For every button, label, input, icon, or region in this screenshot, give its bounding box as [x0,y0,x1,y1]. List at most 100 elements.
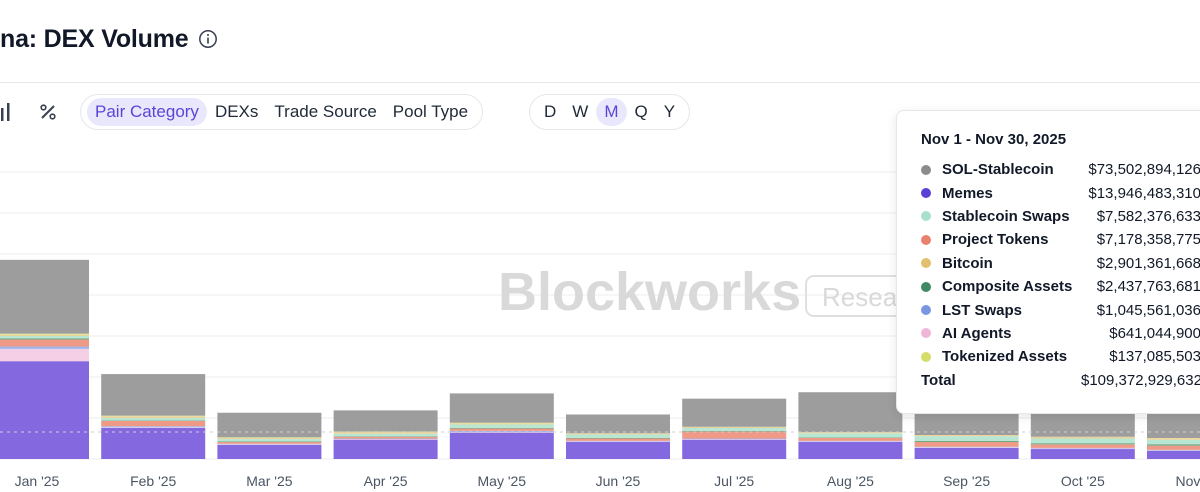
bar-segment[interactable] [1147,444,1200,446]
bar-segment[interactable] [333,433,438,437]
bar-segment[interactable] [1147,438,1200,440]
bar-segment[interactable] [682,430,787,432]
bar-segment[interactable] [217,443,322,445]
bar-segment[interactable] [0,259,89,334]
bar-segment[interactable] [101,426,206,428]
bar-segment[interactable] [101,427,206,459]
bar-segment[interactable] [217,444,322,445]
bar-segment[interactable] [682,438,787,440]
bar-segment[interactable] [682,398,787,427]
info-icon[interactable] [198,29,218,49]
bar-segment[interactable] [914,436,1019,441]
bar-segment[interactable] [333,439,438,440]
bar-segment[interactable] [798,440,903,442]
bar-segment[interactable] [217,412,322,438]
tab-pool-type[interactable]: Pool Type [392,102,469,121]
interval-quarter[interactable]: Q [634,102,648,121]
bar-segment[interactable] [0,346,89,349]
bar-segment[interactable] [333,438,438,440]
tab-trade-source[interactable]: Trade Source [274,102,377,121]
bar-segment[interactable] [682,427,787,431]
bar-segment[interactable] [217,439,322,442]
bar-segment[interactable] [449,432,554,459]
bar-segment[interactable] [333,432,438,434]
bar-segment[interactable] [0,348,89,362]
bar-segment[interactable] [1030,444,1135,448]
bar-segment[interactable] [1030,449,1135,459]
bar-segment[interactable] [1147,445,1200,450]
bar-segment[interactable] [914,447,1019,448]
bar-segment[interactable] [0,338,89,340]
bar-segment[interactable] [217,444,322,459]
interval-year[interactable]: Y [663,102,676,121]
bar-segment[interactable] [798,392,903,433]
bar-segment[interactable] [101,427,206,428]
bar-segment[interactable] [449,393,554,423]
bar-segment[interactable] [1147,450,1200,459]
bar-segment[interactable] [798,441,903,443]
bar-segment[interactable] [101,415,206,417]
bar-segment[interactable] [333,410,438,432]
bar-segment[interactable] [1030,443,1135,445]
bar-segment[interactable] [914,446,1019,448]
bar-segment[interactable] [682,439,787,459]
bar-segment[interactable] [566,442,670,459]
bar-segment[interactable] [101,418,206,421]
bar-segment[interactable] [101,420,206,427]
bar-segment[interactable] [566,433,670,435]
bar-segment[interactable] [566,414,670,434]
bar-segment[interactable] [682,426,787,428]
tab-pair-category[interactable]: Pair Category [87,98,207,126]
bar-segment[interactable] [566,434,670,438]
bar-segment[interactable] [1030,447,1135,449]
bar-segment[interactable] [449,430,554,433]
bar-segment[interactable] [101,374,206,416]
bar-segment[interactable] [914,447,1019,459]
bar-segment[interactable] [0,336,89,339]
bar-segment[interactable] [449,428,554,431]
bar-segment[interactable] [449,432,554,433]
bar-segment[interactable] [217,442,322,444]
bar-segment[interactable] [798,433,903,438]
tab-dexs[interactable]: DEXs [214,102,259,121]
bar-segment[interactable] [798,442,903,459]
bar-segment[interactable] [449,423,554,425]
bar-segment[interactable] [914,442,1019,447]
bar-segment[interactable] [566,441,670,443]
bar-segment[interactable] [1147,449,1200,451]
bar-segment[interactable] [333,436,438,437]
bar-segment[interactable] [566,437,670,439]
bar-segment[interactable] [449,424,554,428]
bar-segment[interactable] [566,438,670,441]
interval-week[interactable]: W [572,102,589,121]
bar-segment[interactable] [1147,439,1200,445]
bar-segment[interactable] [0,361,89,459]
bar-segment[interactable] [217,437,322,440]
bar-segment[interactable] [566,440,670,442]
bar-segment[interactable] [914,434,1019,437]
bar-segment[interactable] [798,437,903,441]
bar-segment[interactable] [0,333,89,335]
bar-segment[interactable] [333,436,438,439]
bar-segment[interactable] [101,420,206,421]
bar-segment[interactable] [449,427,554,429]
bar-segment[interactable] [1030,448,1135,450]
bar-segment[interactable] [217,437,322,438]
interval-day[interactable]: D [544,102,557,121]
bar-segment[interactable] [682,431,787,439]
bar-segment[interactable] [798,432,903,434]
bar-segment[interactable] [798,437,903,438]
interval-month[interactable]: M [596,98,627,126]
bar-segment[interactable] [682,439,787,440]
bar-segment[interactable] [333,439,438,459]
bar-segment[interactable] [0,339,89,347]
bar-segment[interactable] [0,334,89,336]
bar-segment[interactable] [217,441,322,443]
bar-segment[interactable] [1030,436,1135,439]
bar-chart-icon[interactable] [0,94,16,130]
bar-segment[interactable] [449,422,554,424]
bar-segment[interactable] [914,440,1019,443]
percent-icon[interactable] [36,94,60,130]
bar-segment[interactable] [101,416,206,418]
bar-segment[interactable] [1030,438,1135,444]
